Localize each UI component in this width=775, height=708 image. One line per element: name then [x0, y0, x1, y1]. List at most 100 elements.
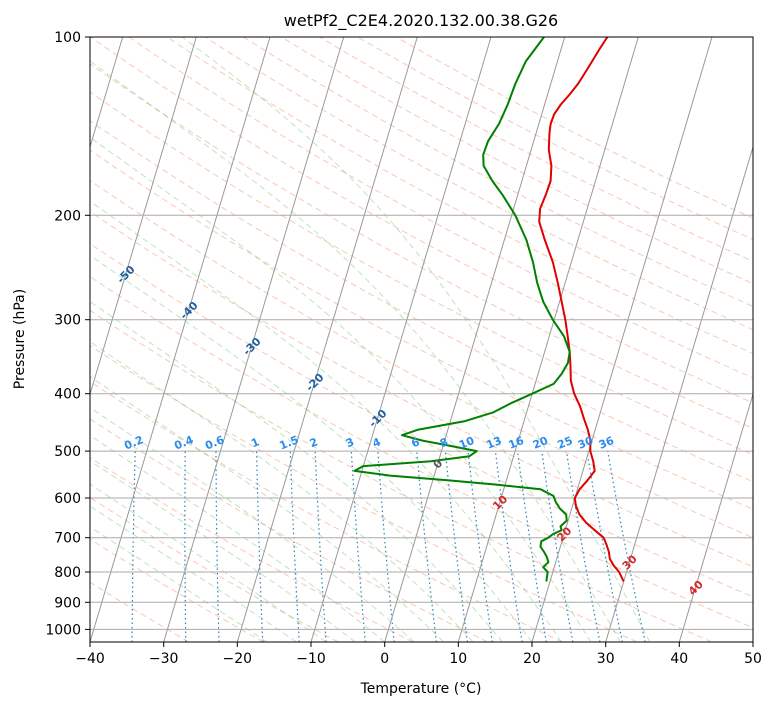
moist-adiabat-line [90, 375, 444, 642]
mixing-ratio-label: 2 [308, 435, 320, 450]
mixing-ratio-label: 25 [556, 434, 575, 452]
moist-adiabat-line [90, 483, 326, 642]
mixing-ratio-line [289, 451, 300, 642]
dry-adiabat-line [90, 243, 753, 598]
mixing-ratio-label: 13 [485, 434, 504, 452]
isotherm-line [236, 37, 418, 642]
profile-series [353, 37, 625, 582]
dry-adiabat-line [357, 37, 753, 241]
mixing-ratio-label: 36 [597, 434, 616, 452]
isotherm-line [531, 37, 713, 642]
dewpoint-profile-line [353, 37, 571, 582]
moist-adiabat-line [90, 505, 297, 642]
y-tick-label: 500 [54, 444, 81, 460]
isotherm-line [457, 37, 639, 642]
moist-adiabat-line [90, 406, 415, 642]
mixing-ratio-label: 3 [344, 435, 356, 450]
y-tick-label: 200 [54, 208, 81, 224]
isotherm-label: 40 [686, 578, 706, 598]
mixing-ratio-line [494, 451, 523, 642]
isotherm-label: -10 [366, 407, 389, 430]
mixing-ratio-line [215, 451, 220, 642]
mixing-ratio-line [350, 451, 366, 642]
background-lines [82, 37, 753, 642]
dry-adiabat-line [204, 37, 753, 331]
mixing-ratio-label: 8 [438, 435, 450, 450]
isotherm-line [678, 392, 753, 642]
y-tick-label: 100 [54, 30, 81, 46]
dry-adiabat-line [90, 179, 753, 539]
x-tick-label: 50 [744, 651, 762, 667]
moist-adiabat-line [90, 300, 503, 642]
x-tick-label: −10 [296, 651, 326, 667]
y-tick-label: 400 [54, 387, 81, 403]
x-tick-label: −40 [75, 651, 105, 667]
mixing-ratio-label: 10 [457, 434, 476, 452]
isotherm-line [384, 37, 566, 642]
x-tick-label: 0 [380, 651, 389, 667]
dry-adiabat-line [90, 344, 638, 642]
x-tick-label: −20 [223, 651, 253, 667]
y-tick-label: 300 [54, 313, 81, 329]
isotherm-label: 20 [554, 524, 574, 544]
mixing-ratio-label: 1 [249, 435, 261, 450]
y-tick-label: 600 [54, 491, 81, 507]
mixing-ratio-label: 0.2 [122, 433, 145, 452]
x-axis-label: Temperature (°C) [360, 681, 482, 697]
mixing-ratio-line [541, 451, 574, 642]
isotherm-line [90, 37, 124, 149]
mixing-ratio-label: 30 [576, 434, 595, 452]
mixing-ratio-line [586, 451, 623, 642]
temperature-profile-line [538, 37, 625, 582]
isotherm-line [752, 640, 753, 642]
chart-title: wetPf2_C2E4.2020.132.00.38.G26 [284, 11, 558, 31]
mixing-ratio-line [184, 451, 187, 642]
dry-adiabat-line [90, 581, 190, 642]
dry-adiabat-line [90, 456, 414, 642]
plot-frame [89, 36, 754, 643]
isotherm-label: 10 [490, 492, 510, 512]
mixing-ratio-line [444, 451, 469, 642]
isotherm-label: -30 [240, 335, 263, 358]
isotherm-label: -50 [114, 263, 137, 286]
moist-adiabat-line [90, 460, 356, 642]
background-line-labels: 0.2 0.4 0.6 1 1.5 2 3 4 6 8 10 13 16 20 25 30 36-50-40-3… [114, 263, 706, 598]
isotherm-line [90, 37, 271, 642]
mixing-ratio-label: 4 [371, 435, 383, 450]
dry-adiabat-line [90, 210, 753, 568]
mixing-ratio-line [467, 451, 493, 642]
moist-adiabat-line [181, 37, 651, 642]
mixing-ratio-label: 1.5 [278, 433, 301, 452]
isotherm-label: 30 [620, 552, 640, 572]
mixing-ratio-label: 20 [531, 434, 550, 452]
x-tick-label: −30 [149, 651, 179, 667]
mixing-ratio-line [314, 451, 327, 642]
moist-adiabat-line [90, 200, 562, 642]
x-axis-ticks: −40 −30 −20 −10 0 10 20 30 40 50 [75, 642, 762, 667]
moist-adiabat-line [90, 136, 592, 642]
moist-adiabat-line [90, 340, 474, 642]
mixing-ratio-line [82, 451, 89, 642]
dry-adiabat-line [90, 63, 753, 429]
dry-adiabat-line [90, 37, 753, 404]
dry-adiabat-line [90, 538, 264, 642]
isotherm-line [163, 37, 345, 642]
y-tick-label: 700 [54, 531, 81, 547]
mixing-ratio-line [131, 451, 136, 642]
y-axis-ticks: 100 200 300 400 500 600 700 800 900 1000 [45, 30, 90, 638]
dry-adiabat-line [90, 497, 339, 642]
mixing-ratio-line [377, 451, 395, 642]
y-axis-label: Pressure (hPa) [12, 289, 28, 389]
y-tick-label: 800 [54, 565, 81, 581]
mixing-ratio-line [256, 451, 264, 642]
y-tick-label: 1000 [45, 622, 81, 638]
y-tick-label: 900 [54, 595, 81, 611]
mixing-ratio-line [607, 450, 646, 642]
x-tick-label: 30 [597, 651, 615, 667]
isotherm-label: -20 [303, 371, 326, 394]
isotherm-line [90, 37, 197, 397]
mixing-ratio-label: 6 [410, 435, 422, 450]
x-tick-label: 40 [670, 651, 688, 667]
isotherm-line [310, 37, 492, 642]
